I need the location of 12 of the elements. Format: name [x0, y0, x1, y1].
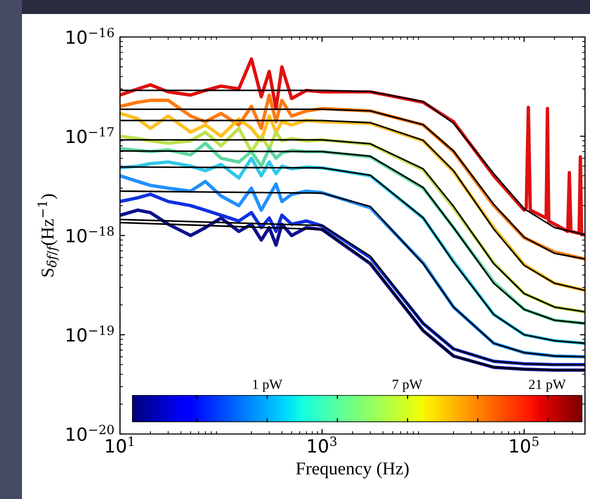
x-tick-label: 10$^{1}$	[106, 436, 134, 453]
y-tick-label: 10$^{−17}$	[66, 127, 114, 144]
y-tick-label: 10$^{−18}$	[66, 226, 114, 242]
y-axis-title: S$_{δf/f}$(Hz$^{−1}$)	[38, 194, 59, 276]
y-tick-label: 10$^{−19}$	[66, 326, 114, 342]
annotation: 1 pW	[253, 380, 282, 392]
annotation: 21 pW	[529, 380, 566, 392]
x-tick-label: 10$^{5}$	[510, 436, 538, 453]
y-tick-label: 10$^{−16}$	[66, 28, 114, 44]
annotation: 7 pW	[392, 380, 422, 392]
x-axis-title: Frequency (Hz)	[296, 462, 409, 478]
x-tick-label: 10$^{3}$	[308, 436, 336, 453]
